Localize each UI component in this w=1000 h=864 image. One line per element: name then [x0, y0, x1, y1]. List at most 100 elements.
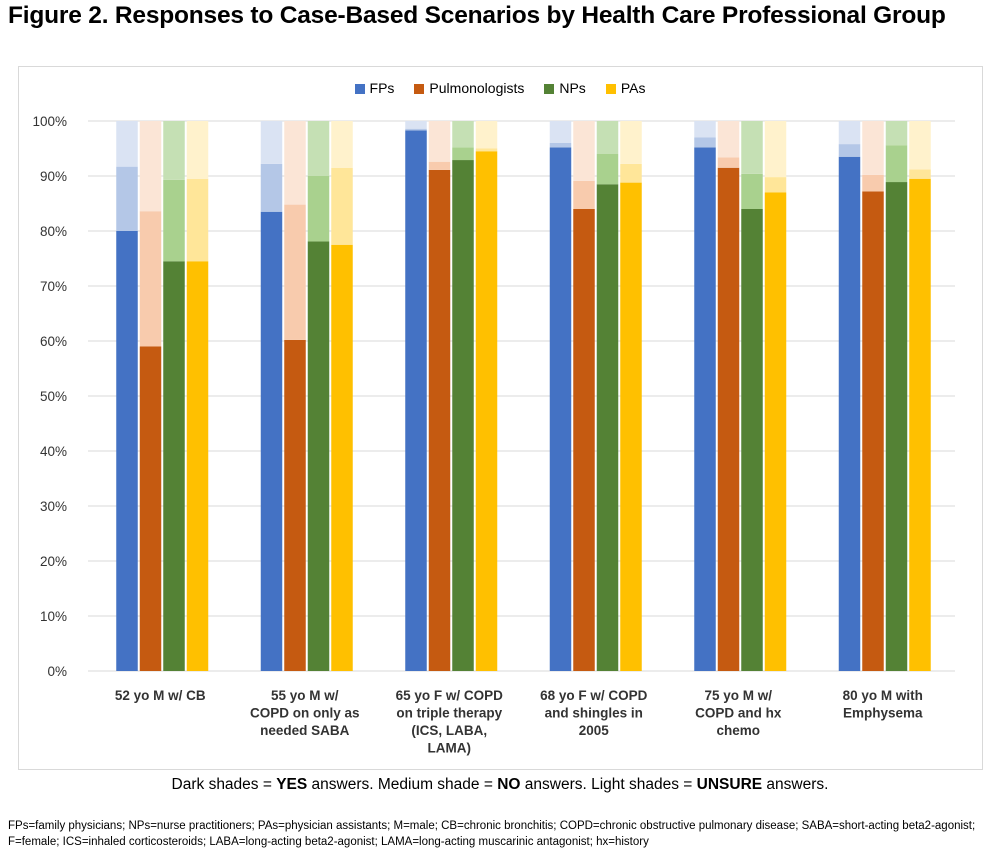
bar-nps-unsure — [163, 121, 185, 180]
shade-note: Dark shades = YES answers. Medium shade … — [0, 776, 1000, 794]
x-category-label: 80 yo M with — [843, 688, 923, 703]
x-category-label: COPD on only as — [250, 706, 360, 721]
legend-item: FPs — [354, 80, 394, 96]
shade-note-text-3: answers. Light shades = — [520, 776, 697, 793]
bar-nps-no — [452, 147, 474, 161]
y-tick-label: 30% — [40, 499, 67, 514]
x-category-label: chemo — [716, 723, 760, 738]
x-category-label: and shingles in — [545, 706, 643, 721]
x-category-label: 65 yo F w/ COPD — [396, 688, 504, 703]
bar-pas-yes — [620, 182, 642, 671]
legend-label: NPs — [559, 80, 586, 96]
x-category-label: Emphysema — [843, 706, 923, 721]
bar-fps-unsure — [549, 121, 572, 143]
bar-fps-unsure — [260, 121, 283, 164]
bar-nps-yes — [741, 209, 763, 671]
bar-pas-no — [764, 177, 787, 193]
x-category-label: LAMA) — [428, 741, 472, 756]
bar-nps-unsure — [885, 121, 908, 146]
y-tick-label: 60% — [40, 334, 67, 349]
bar-pas-no — [620, 163, 642, 183]
y-tick-label: 50% — [40, 389, 67, 404]
x-category-label: 75 yo M w/ — [704, 688, 772, 703]
legend-label: Pulmonologists — [429, 80, 525, 96]
bar-pas-yes — [764, 192, 787, 671]
legend-swatch — [605, 84, 616, 94]
bar-pulmonologists-no — [862, 174, 884, 192]
bar-pas-yes — [331, 244, 353, 671]
bar-nps-unsure — [741, 121, 763, 174]
bar-pas-unsure — [331, 121, 353, 168]
bar-pulmonologists-no — [428, 161, 451, 170]
bar-nps-unsure — [307, 121, 330, 176]
bar-pulmonologists-unsure — [139, 121, 162, 212]
legend-item: PAs — [605, 80, 646, 96]
bar-fps-no — [549, 143, 572, 148]
bar-pas-unsure — [764, 121, 787, 178]
bar-nps-yes — [307, 241, 330, 671]
bar-fps-unsure — [694, 121, 716, 138]
bar-pulmonologists-no — [139, 211, 162, 347]
x-category-label: on triple therapy — [396, 706, 502, 721]
bar-pas-yes — [186, 261, 209, 671]
bar-pulmonologists-unsure — [428, 121, 451, 162]
bar-fps-unsure — [838, 121, 861, 145]
shade-note-text-4: answers. — [762, 776, 829, 793]
bar-fps-yes — [694, 147, 716, 671]
bar-pulmonologists-unsure — [573, 121, 595, 181]
y-tick-label: 10% — [40, 609, 67, 624]
bar-pas-unsure — [186, 121, 209, 179]
bar-pulmonologists-no — [717, 157, 740, 168]
y-tick-label: 20% — [40, 554, 67, 569]
y-tick-label: 40% — [40, 444, 67, 459]
bar-pas-no — [475, 148, 498, 152]
legend-swatch — [354, 84, 365, 94]
bar-nps-yes — [163, 261, 185, 671]
bar-nps-no — [307, 176, 330, 242]
legend-item: NPs — [544, 80, 586, 96]
bar-fps-yes — [549, 147, 572, 671]
x-category-label: 68 yo F w/ COPD — [540, 688, 648, 703]
shade-note-unsure: UNSURE — [696, 776, 763, 793]
bar-pulmonologists-unsure — [717, 121, 740, 158]
bar-pulmonologists-yes — [428, 169, 451, 671]
bar-nps-no — [163, 179, 185, 262]
bar-pulmonologists-unsure — [284, 121, 306, 205]
legend-swatch — [414, 84, 425, 94]
bar-fps-no — [260, 163, 283, 212]
bar-pas-unsure — [909, 121, 931, 170]
bar-pas-no — [186, 178, 209, 262]
shade-note-text-2: answers. Medium shade = — [307, 776, 498, 793]
y-tick-label: 100% — [32, 114, 67, 129]
bar-fps-no — [405, 128, 427, 131]
y-tick-label: 70% — [40, 279, 67, 294]
bar-pulmonologists-yes — [862, 191, 884, 671]
bar-fps-unsure — [116, 121, 138, 167]
bar-pulmonologists-no — [284, 204, 306, 340]
x-category-label: COPD and hx — [695, 706, 782, 721]
bar-pas-yes — [909, 178, 931, 671]
figure-title: Figure 2. Responses to Case-Based Scenar… — [8, 2, 946, 29]
legend-swatch — [544, 84, 555, 94]
bar-nps-unsure — [452, 121, 474, 148]
x-category-label: needed SABA — [260, 723, 350, 738]
x-category-label: 52 yo M w/ CB — [115, 688, 206, 703]
y-tick-label: 90% — [40, 169, 67, 184]
y-tick-label: 0% — [47, 664, 67, 679]
legend-label: PAs — [620, 80, 646, 96]
bar-nps-yes — [596, 184, 619, 671]
x-category-label: (ICS, LABA, — [411, 723, 487, 738]
bar-fps-yes — [405, 130, 427, 672]
bar-pulmonologists-yes — [139, 346, 162, 671]
shade-note-no: NO — [497, 776, 521, 793]
bar-nps-unsure — [596, 121, 619, 154]
bar-fps-unsure — [405, 121, 427, 129]
bar-nps-no — [596, 154, 619, 185]
bar-pas-unsure — [620, 121, 642, 164]
bar-fps-no — [838, 144, 861, 157]
bar-pulmonologists-unsure — [862, 121, 884, 175]
legend-item: Pulmonologists — [414, 80, 524, 96]
bar-nps-yes — [452, 160, 474, 672]
bar-pulmonologists-yes — [573, 209, 595, 671]
